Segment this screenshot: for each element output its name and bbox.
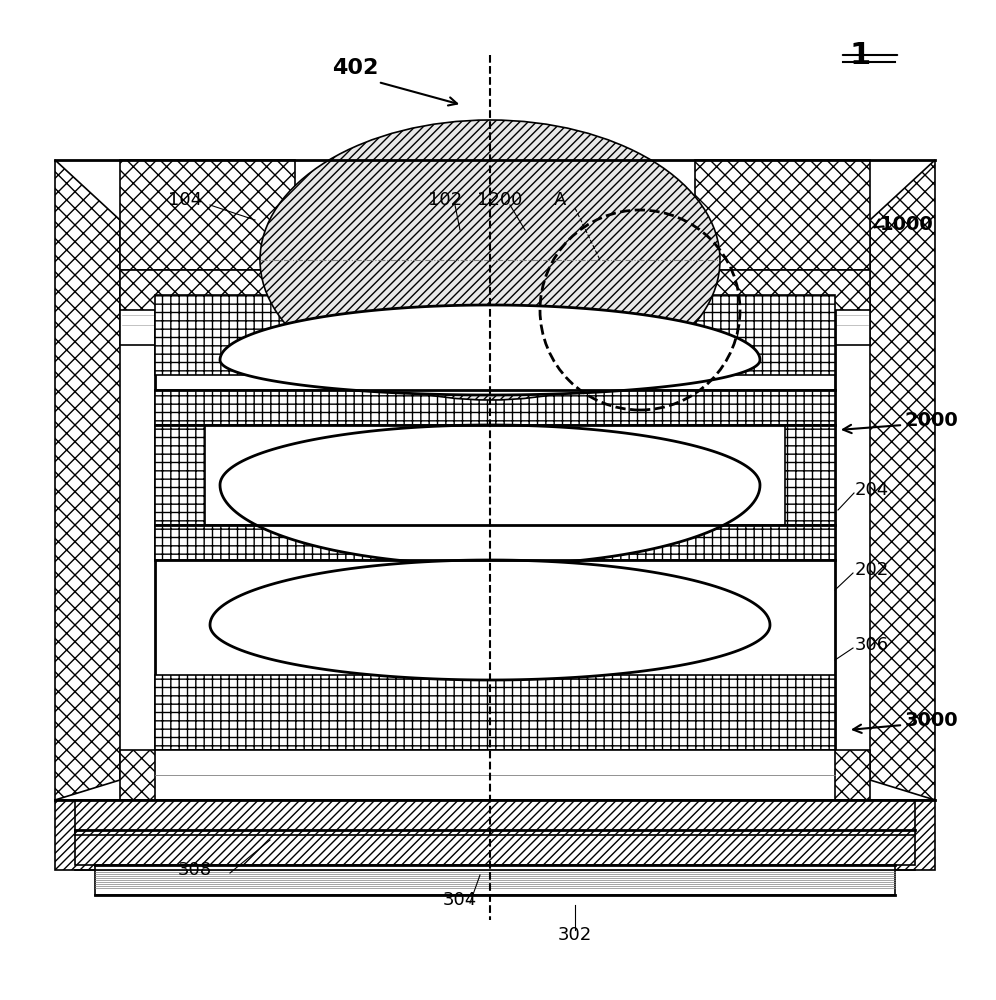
Text: 102: 102 [428, 191, 462, 209]
Text: 306: 306 [855, 636, 889, 654]
Text: 308: 308 [178, 861, 212, 879]
Bar [155, 295, 835, 750]
Text: 402: 402 [332, 58, 378, 78]
Bar [75, 800, 915, 835]
Text: 1000: 1000 [880, 216, 933, 234]
Bar [95, 865, 895, 895]
Bar [695, 270, 870, 310]
Bar [785, 425, 835, 525]
Text: A: A [554, 191, 566, 209]
Text: 104: 104 [168, 191, 202, 209]
Text: 3000: 3000 [905, 710, 958, 730]
Text: 204: 204 [855, 481, 889, 499]
Bar [75, 830, 915, 865]
Polygon shape [870, 160, 935, 800]
Text: 1: 1 [850, 40, 871, 70]
Text: 1200: 1200 [477, 191, 523, 209]
Polygon shape [210, 560, 770, 680]
Bar [155, 390, 835, 425]
Bar [155, 675, 835, 750]
Bar [120, 160, 295, 270]
Polygon shape [55, 160, 120, 800]
Bar [155, 425, 205, 525]
Polygon shape [220, 425, 760, 565]
Text: 302: 302 [558, 926, 593, 944]
Bar [120, 750, 870, 800]
Bar [55, 800, 935, 870]
Text: 304: 304 [443, 891, 477, 909]
Bar [155, 525, 835, 560]
Polygon shape [220, 305, 760, 395]
Ellipse shape [260, 120, 720, 400]
Bar [120, 270, 295, 310]
Bar [155, 750, 835, 800]
Bar [155, 295, 835, 375]
Text: 202: 202 [855, 561, 889, 579]
Bar [695, 160, 870, 270]
Text: 2000: 2000 [905, 410, 959, 430]
Bar [120, 290, 870, 345]
